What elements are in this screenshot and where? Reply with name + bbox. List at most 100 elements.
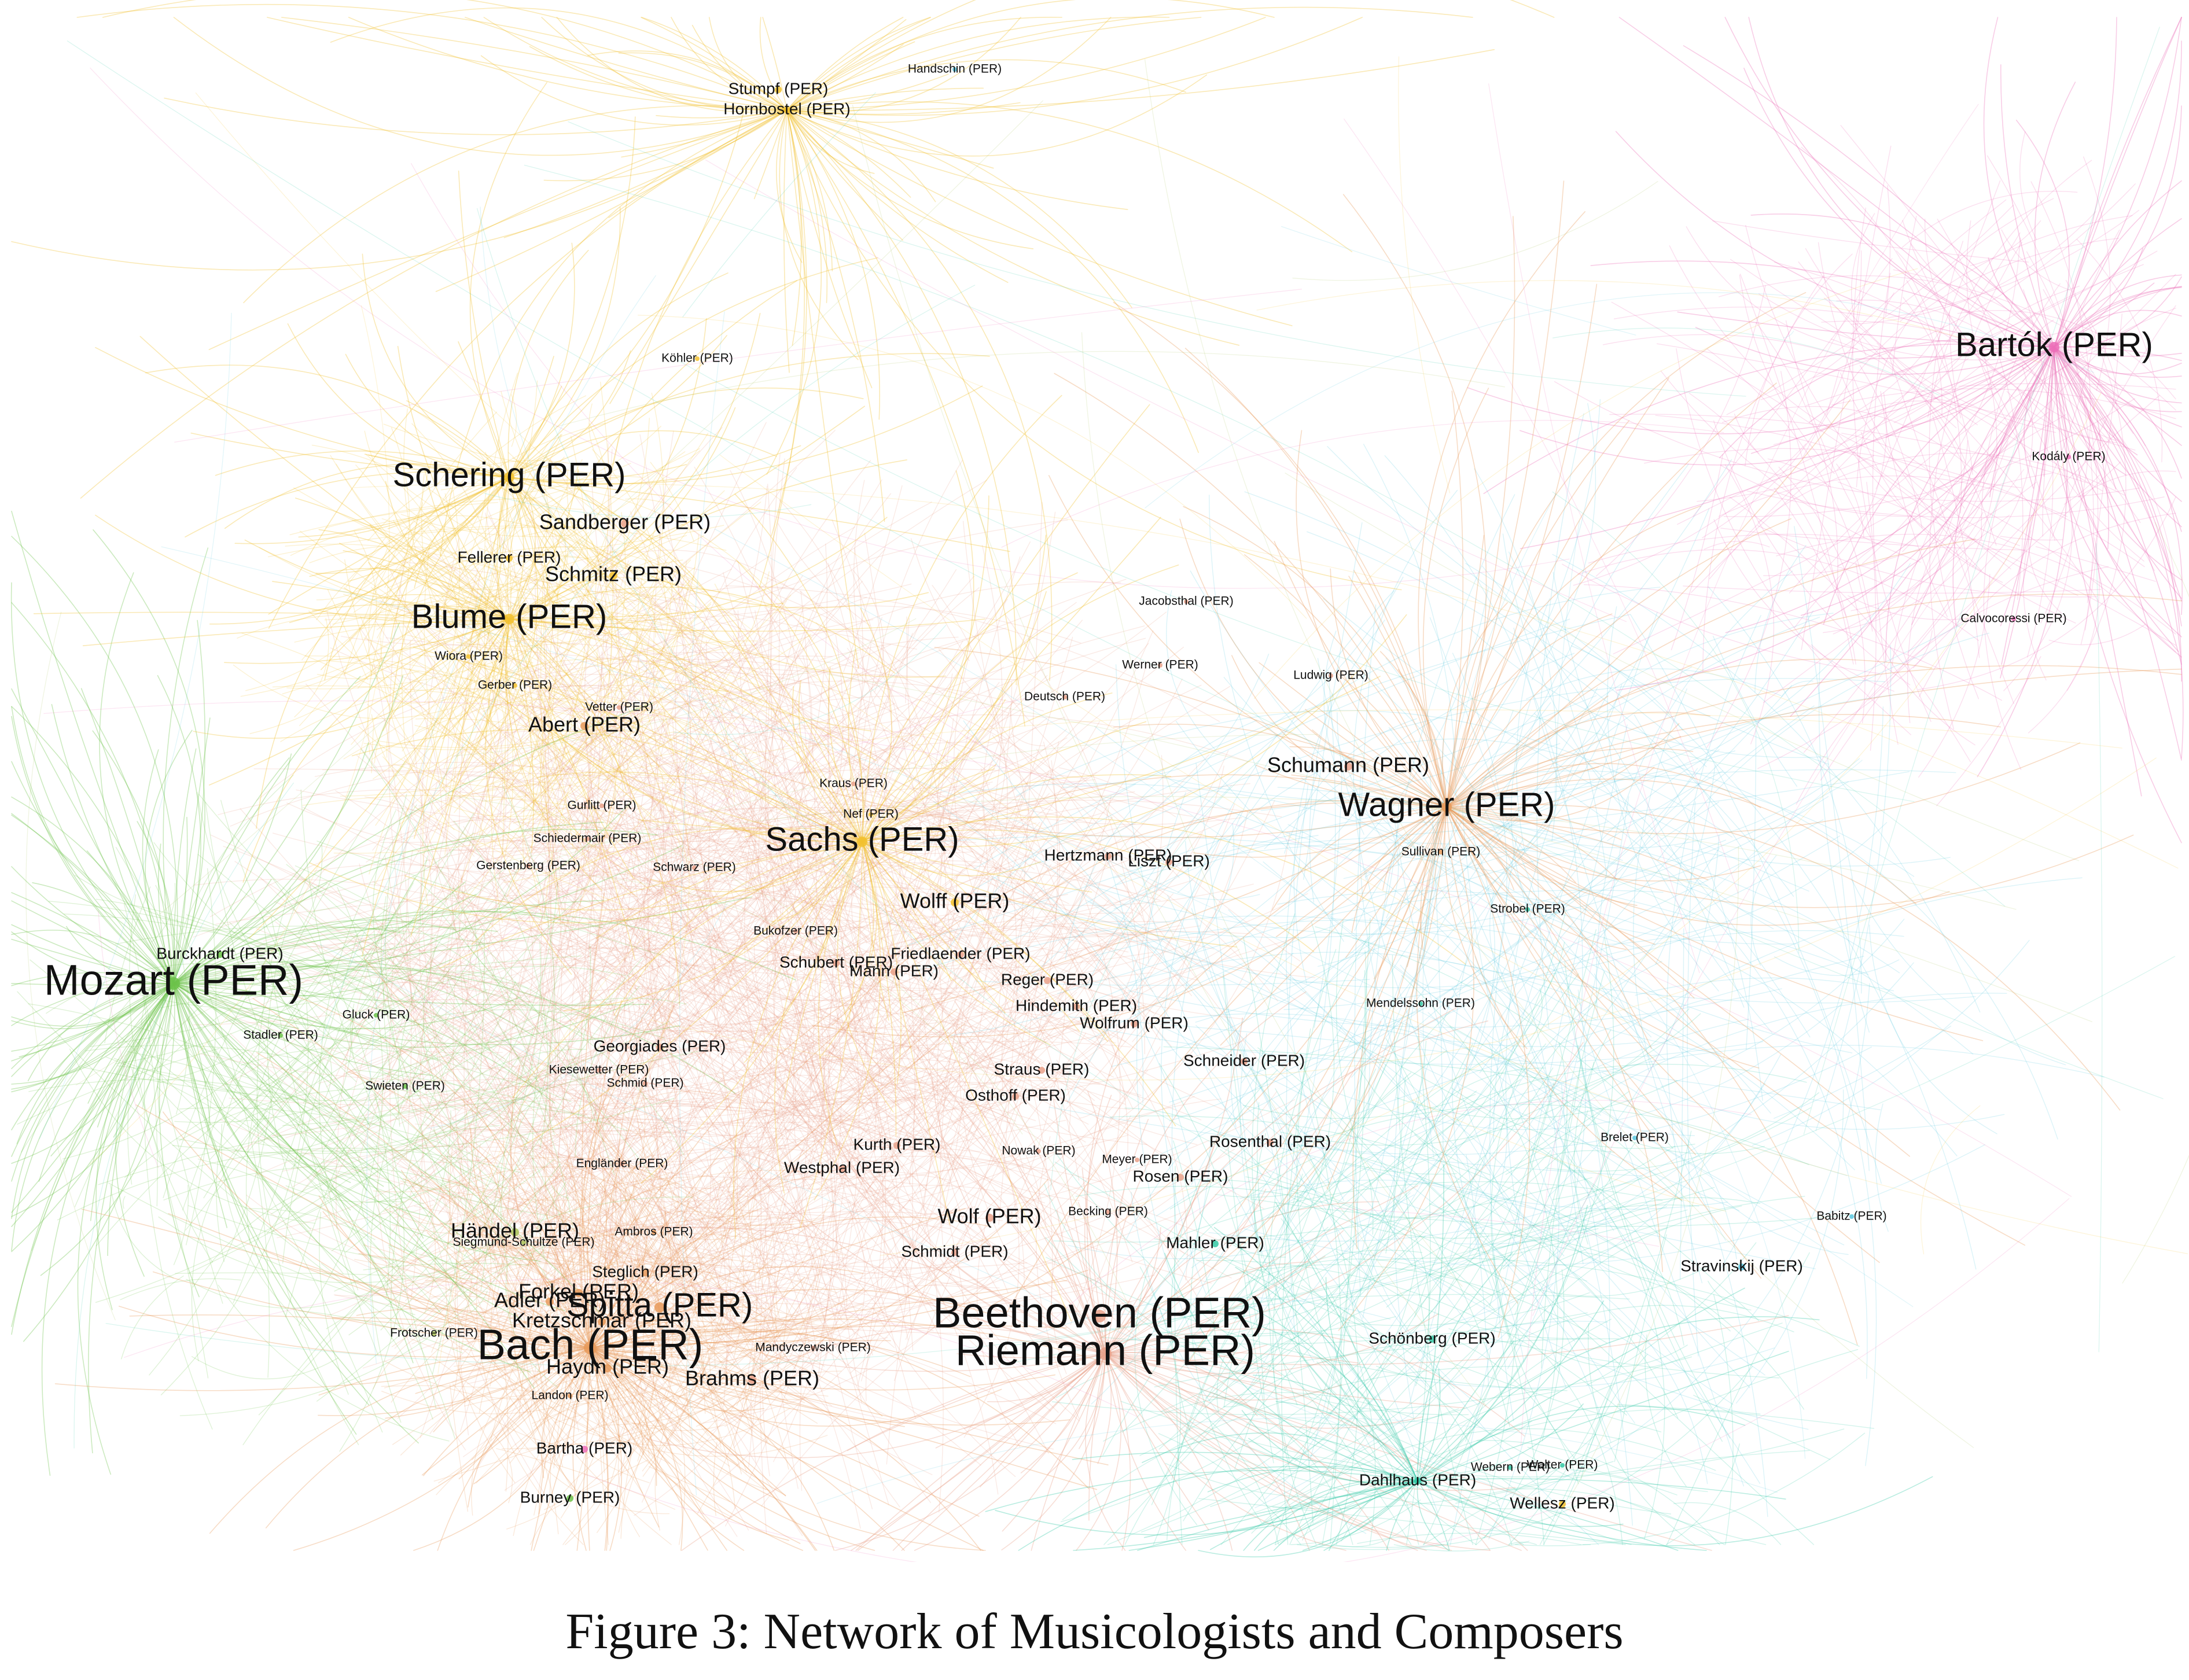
network-edge — [297, 968, 528, 989]
node-label-babitz: Babitz (PER) — [1816, 1210, 1886, 1223]
network-edge — [1573, 443, 1807, 586]
network-edge — [1118, 1157, 1316, 1360]
network-edge — [525, 1443, 593, 1451]
network-edge — [115, 926, 484, 945]
network-edge — [512, 1220, 670, 1274]
network-edge — [840, 1034, 1105, 1137]
network-edge — [648, 761, 769, 1215]
network-edge — [1379, 1279, 1455, 1353]
network-edge — [1588, 533, 1918, 563]
network-edge — [611, 835, 1006, 1204]
network-edge — [1495, 1206, 1668, 1248]
network-edge — [1554, 381, 2140, 502]
network-edge — [488, 514, 701, 679]
network-edge — [286, 557, 677, 690]
network-edge — [729, 1046, 1161, 1339]
network-edge — [1983, 17, 2055, 348]
network-edge — [1712, 220, 2029, 263]
network-edge — [770, 454, 887, 1325]
network-edge — [1446, 806, 1622, 841]
network-edge — [1341, 1391, 1559, 1542]
network-edge — [1875, 1103, 1889, 1232]
network-edge — [1161, 750, 1736, 804]
network-edge — [768, 907, 1035, 1276]
network-edge — [905, 1098, 1222, 1340]
network-edge — [1281, 1218, 1376, 1545]
network-edge — [778, 612, 928, 1215]
network-edge — [1003, 1209, 1688, 1365]
network-edge — [285, 1056, 389, 1318]
network-edge — [316, 555, 395, 600]
network-edge — [1212, 1396, 1410, 1487]
network-edge — [392, 520, 586, 681]
network-edge — [1401, 975, 1558, 1442]
network-edge — [401, 649, 894, 1044]
network-edge — [1292, 180, 1658, 281]
network-edge — [1115, 664, 1429, 1388]
network-edge — [650, 620, 1083, 1138]
network-edge — [1492, 758, 1860, 849]
network-edge — [402, 1118, 560, 1297]
network-edge — [506, 714, 660, 897]
network-edge — [786, 17, 931, 110]
network-edge — [429, 1160, 757, 1330]
network-edge — [958, 783, 1771, 1114]
network-edge — [428, 1117, 667, 1170]
network-edge — [786, 73, 949, 110]
network-edge — [1223, 1228, 1599, 1391]
network-edge — [998, 502, 1043, 1225]
network-edge — [1337, 712, 1364, 835]
network-edge — [1397, 669, 1447, 808]
network-edge — [173, 816, 188, 984]
network-edge — [1446, 806, 1761, 882]
network-edge — [173, 620, 206, 984]
network-edge — [827, 1065, 925, 1225]
network-edge — [424, 546, 445, 790]
network-edge — [709, 1275, 775, 1322]
network-edge — [173, 983, 432, 1076]
network-edge — [601, 1183, 655, 1462]
network-edge — [492, 913, 675, 1156]
network-edge — [683, 737, 1068, 843]
network-edge — [501, 1259, 545, 1516]
node-label-schmidt: Schmidt (PER) — [901, 1242, 1008, 1260]
network-edge — [332, 1180, 463, 1327]
network-edge — [623, 1283, 660, 1334]
network-edge — [1124, 1107, 1272, 1177]
network-edge — [569, 520, 700, 687]
network-edge — [11, 706, 174, 984]
network-edge — [317, 1163, 561, 1402]
network-edge — [1541, 971, 1605, 1369]
network-edge — [1446, 747, 1694, 808]
network-edge — [521, 524, 580, 537]
network-edge — [1209, 495, 1344, 942]
node-label-schiedermair: Schiedermair (PER) — [534, 832, 642, 845]
network-edge — [524, 831, 691, 934]
network-edge — [520, 718, 1047, 1320]
network-edge — [696, 1285, 926, 1335]
network-edge — [540, 606, 587, 891]
network-edge — [1260, 666, 1693, 811]
network-edge — [354, 1259, 603, 1351]
network-edge — [583, 709, 727, 1332]
network-edge — [441, 1177, 746, 1287]
network-edge — [1208, 962, 1914, 1242]
network-edge — [729, 758, 782, 960]
network-edge — [1724, 464, 1775, 745]
network-edge — [1301, 777, 1797, 945]
network-edge — [531, 1199, 720, 1274]
network-edge — [1451, 927, 1497, 1299]
network-edge — [467, 1244, 612, 1311]
network-edge — [536, 768, 1088, 822]
network-edge — [860, 1246, 984, 1381]
network-edge — [580, 539, 691, 648]
network-edge — [2042, 229, 2120, 537]
network-edge — [1503, 1197, 1761, 1269]
network-edge — [682, 871, 873, 972]
network-edge — [1477, 1477, 1555, 1522]
network-edge — [933, 801, 1201, 1213]
network-edge — [447, 893, 1173, 1169]
network-edge — [786, 44, 904, 110]
network-edge — [664, 532, 1009, 1294]
network-edge — [1528, 1062, 1595, 1152]
